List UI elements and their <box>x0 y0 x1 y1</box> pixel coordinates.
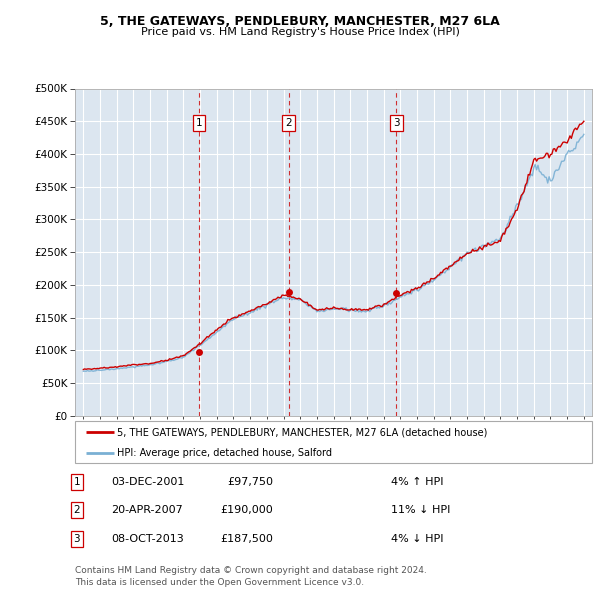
Text: Contains HM Land Registry data © Crown copyright and database right 2024.
This d: Contains HM Land Registry data © Crown c… <box>75 566 427 587</box>
Text: £187,500: £187,500 <box>220 534 273 543</box>
Text: 3: 3 <box>73 534 80 543</box>
Text: 5, THE GATEWAYS, PENDLEBURY, MANCHESTER, M27 6LA (detached house): 5, THE GATEWAYS, PENDLEBURY, MANCHESTER,… <box>118 427 488 437</box>
Text: 11% ↓ HPI: 11% ↓ HPI <box>384 506 451 515</box>
Text: HPI: Average price, detached house, Salford: HPI: Average price, detached house, Salf… <box>118 448 332 457</box>
Text: 1: 1 <box>73 477 80 487</box>
Text: 2: 2 <box>73 506 80 515</box>
Text: Price paid vs. HM Land Registry's House Price Index (HPI): Price paid vs. HM Land Registry's House … <box>140 27 460 37</box>
Text: £190,000: £190,000 <box>220 506 273 515</box>
Text: £97,750: £97,750 <box>227 477 273 487</box>
Text: 4% ↓ HPI: 4% ↓ HPI <box>384 534 443 543</box>
Text: 1: 1 <box>196 118 202 128</box>
Text: 2: 2 <box>285 118 292 128</box>
Text: 3: 3 <box>393 118 400 128</box>
FancyBboxPatch shape <box>75 421 592 463</box>
Text: 5, THE GATEWAYS, PENDLEBURY, MANCHESTER, M27 6LA: 5, THE GATEWAYS, PENDLEBURY, MANCHESTER,… <box>100 15 500 28</box>
Text: 08-OCT-2013: 08-OCT-2013 <box>111 534 184 543</box>
Text: 20-APR-2007: 20-APR-2007 <box>111 506 183 515</box>
Text: 03-DEC-2001: 03-DEC-2001 <box>111 477 184 487</box>
Text: 4% ↑ HPI: 4% ↑ HPI <box>384 477 443 487</box>
